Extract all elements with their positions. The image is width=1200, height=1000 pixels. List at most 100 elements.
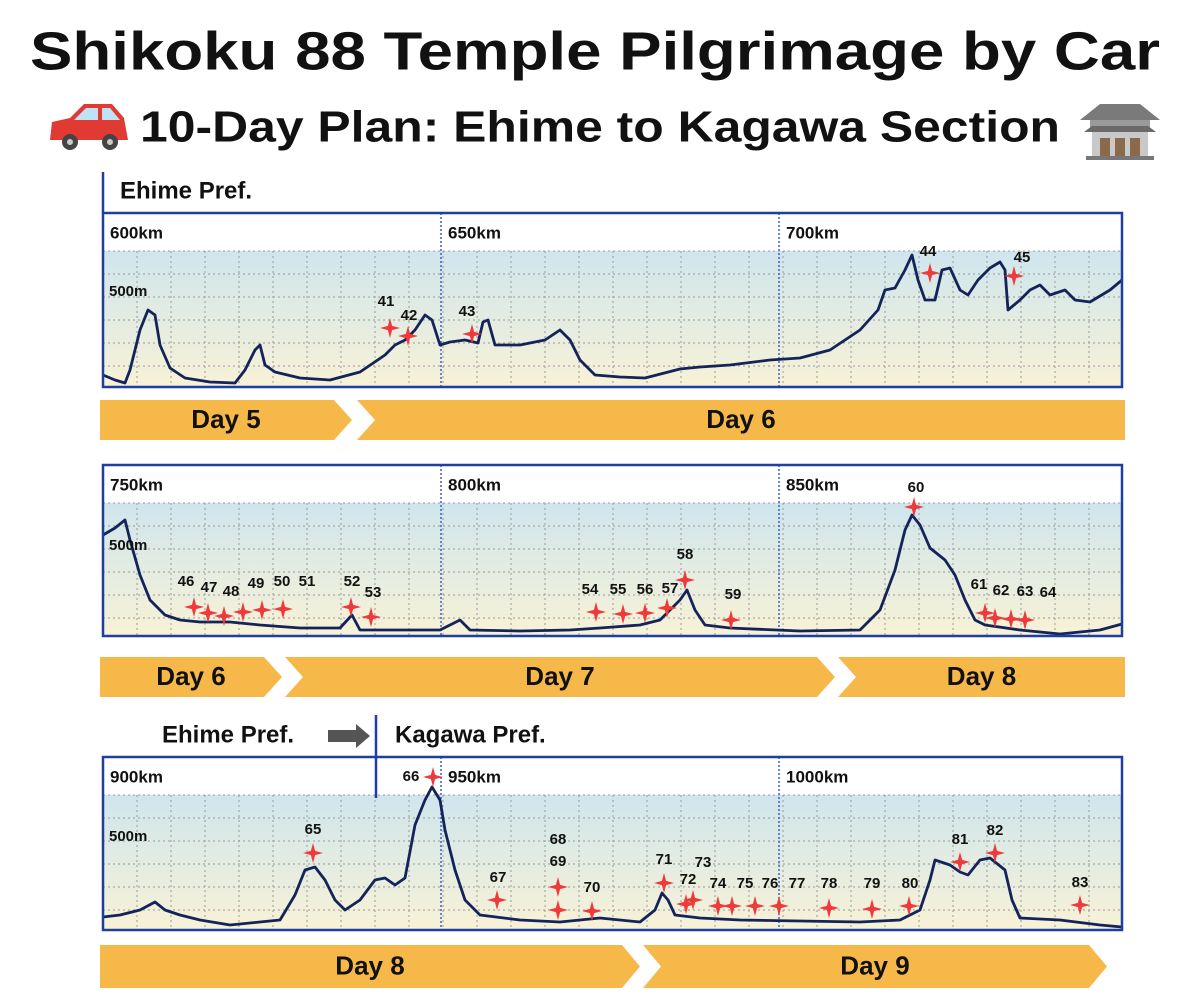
temple-marker [613,604,633,624]
day-bar [100,400,352,440]
temple-number: 50 [274,573,291,590]
elevation-profile [102,513,1123,636]
temple-marker [745,896,765,916]
temple-marker [683,890,703,910]
temple-number: 70 [584,879,601,896]
temple-number: 64 [1040,584,1057,601]
elevation-profile [102,785,1123,929]
temple-number: 69 [550,853,567,870]
distance-label: 800km [448,475,501,494]
temple-marker [1070,895,1090,915]
temple-marker [708,896,728,916]
temple-marker [548,900,568,920]
temple-number: 77 [789,875,806,892]
temple-marker [862,899,882,919]
temple-number: 73 [695,854,712,871]
temple-marker [341,597,361,617]
temple-number: 80 [902,875,919,892]
temple-number: 46 [178,573,195,590]
day-bar [100,945,640,988]
temple-marker [654,873,674,893]
temple-marker [657,598,677,618]
temple-number: 57 [662,580,679,597]
temple-number: 43 [459,303,476,320]
temple-marker [904,497,924,517]
temple-marker [184,597,204,617]
temple-marker [361,607,381,627]
region-label: Ehime Pref. [162,721,294,748]
temple-number: 67 [490,869,507,886]
temple-number: 53 [365,584,382,601]
temple-marker [586,602,606,622]
temple-marker [1004,266,1024,286]
temple-number: 76 [762,875,779,892]
temple-marker [975,603,995,623]
temple-marker [675,570,695,590]
temple-number: 62 [993,582,1010,599]
temple-number: 47 [201,579,218,596]
distance-label: 650km [448,223,501,242]
temple-marker [198,603,218,623]
temple-marker [985,843,1005,863]
temple-marker [273,599,293,619]
temple-number: 44 [920,243,937,260]
temple-number: 74 [710,875,727,892]
region-label: Ehime Pref. [120,177,252,204]
temple-number: 65 [305,821,322,838]
temple-marker [635,603,655,623]
distance-label: 700km [786,223,839,242]
temple-number: 41 [378,293,395,310]
temple-number: 59 [725,586,742,603]
day-bar [643,945,1107,988]
temple-marker [233,602,253,622]
panel-frame [101,755,1124,932]
day-label: Day 7 [525,661,594,691]
temple-number: 72 [680,871,697,888]
temple-number: 55 [610,581,627,598]
temple-number: 56 [637,581,654,598]
day-label: Day 9 [840,950,909,980]
temple-number: 52 [344,573,361,590]
day-bar [285,657,835,697]
subtitle: 10-Day Plan: Ehime to Kagawa Section [140,103,1060,152]
temple-marker [423,767,443,787]
temple-marker [1015,610,1035,630]
region-arrow [328,724,370,748]
elevation-label: 500m [109,283,147,300]
day-bar [838,657,1125,697]
day-label: Day 8 [335,950,404,980]
temple-number: 49 [248,575,265,592]
temple-number: 48 [223,583,240,600]
temple-marker [676,894,696,914]
temple-marker [920,263,940,283]
temple-marker [548,877,568,897]
distance-label: 950km [448,767,501,786]
temple-marker [303,843,323,863]
car-icon [50,104,128,150]
elevation-panel: 600km 650km 700km 500m 41 42 43 44 45 [101,211,1124,389]
temple-marker [214,606,234,626]
temple-number: 60 [908,479,925,496]
day-label: Day 8 [947,661,1016,691]
elevation-profile [102,253,1123,385]
temple-marker [721,610,741,630]
temple-icon [1080,104,1160,160]
day-label: Day 6 [706,404,775,434]
title: Shikoku 88 Temple Pilgrimage by Car [30,21,1160,81]
temple-number: 75 [737,875,754,892]
elevation-label: 500m [109,537,147,554]
temple-marker [487,890,507,910]
temple-marker [380,318,400,338]
temple-number: 58 [677,546,694,563]
distance-label: 750km [110,475,163,494]
temple-number: 42 [401,307,418,324]
temple-marker [398,326,418,346]
distance-label: 600km [110,223,163,242]
temple-marker [769,896,789,916]
day-bar [100,657,282,697]
elevation-label: 500m [109,828,147,845]
temple-marker [985,608,1005,628]
temple-number: 82 [987,822,1004,839]
